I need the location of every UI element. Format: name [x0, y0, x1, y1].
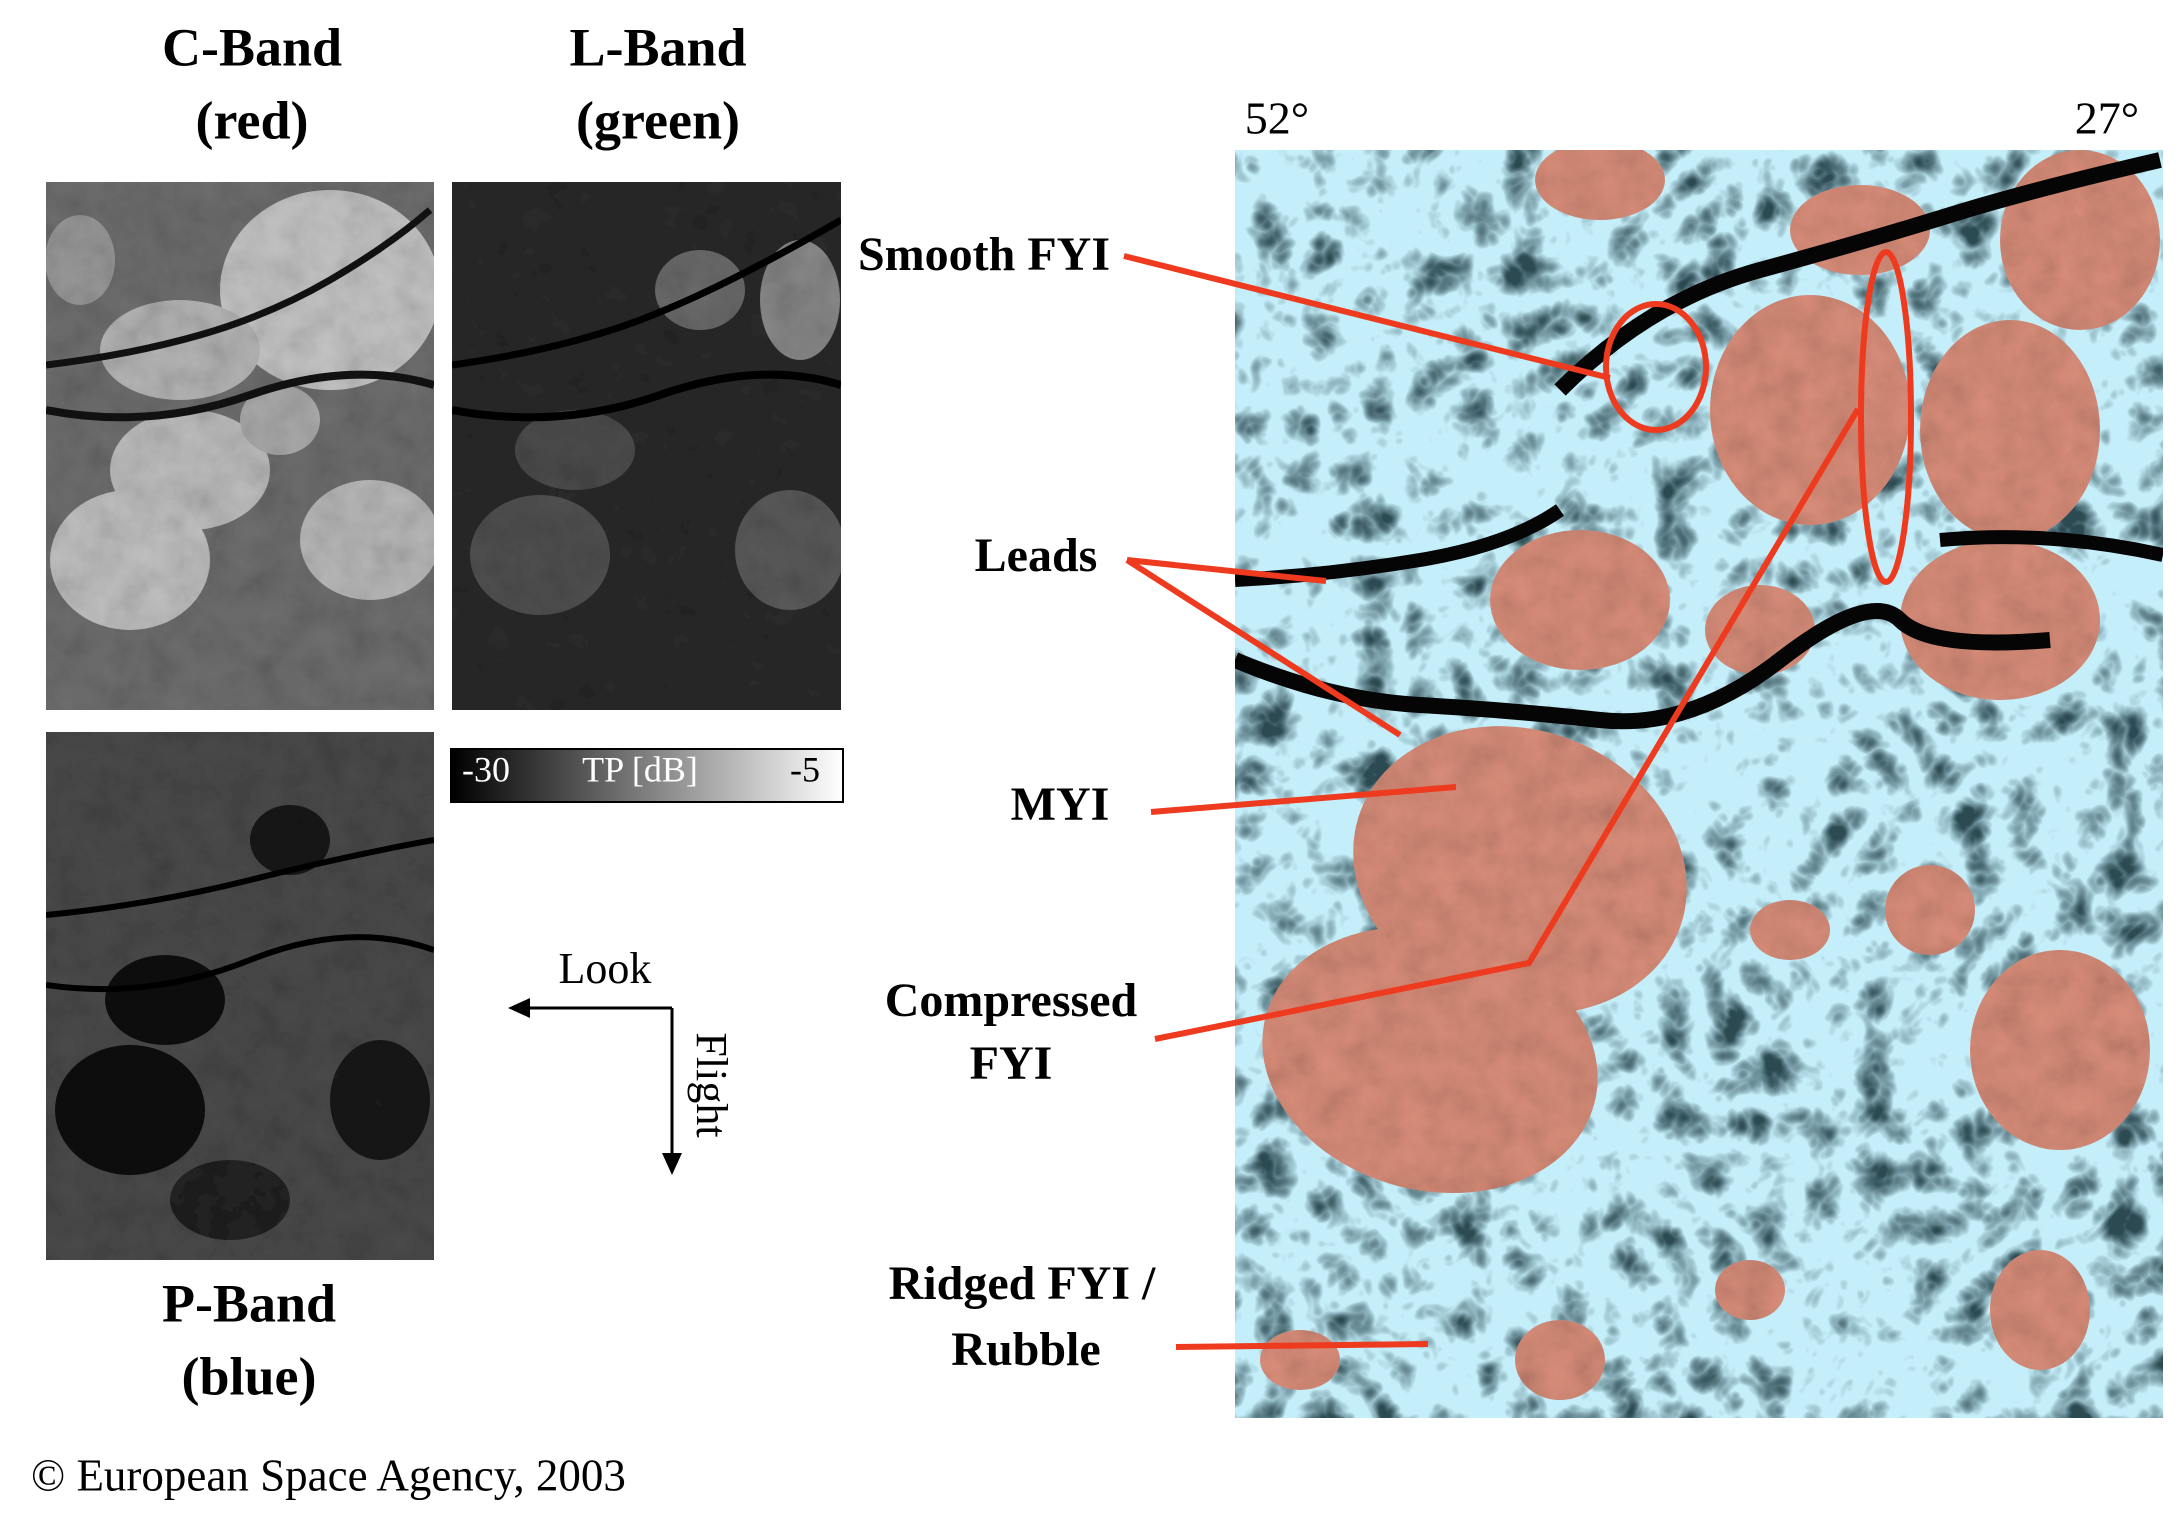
- orientation-arrows: [508, 998, 682, 1175]
- colorbar-min: -30: [462, 749, 510, 789]
- c-band-image: [46, 182, 434, 710]
- p-band-image: [46, 732, 434, 1260]
- panel-subtitle: (red): [196, 90, 309, 150]
- angle-label: 52°: [1245, 93, 1309, 144]
- panel-subtitle: (blue): [182, 1346, 317, 1406]
- panel-title: P-Band: [162, 1273, 336, 1333]
- annotation-label: Rubble: [951, 1323, 1100, 1376]
- annotation-label: MYI: [1011, 778, 1110, 831]
- l-band-image: [452, 182, 841, 710]
- colorbar-max: -5: [790, 749, 820, 789]
- annotation-lines: [1123, 249, 1914, 1350]
- copyright: © European Space Agency, 2003: [31, 1450, 626, 1500]
- annotation-label: Leads: [975, 529, 1098, 582]
- annotation-label: Ridged FYI /: [889, 1257, 1156, 1310]
- colorbar: [450, 748, 844, 803]
- look-label: Look: [559, 944, 652, 993]
- flight-label: Flight: [687, 1032, 736, 1137]
- colorbar-label: TP [dB]: [582, 749, 698, 789]
- annotation-label: Smooth FYI: [858, 228, 1110, 281]
- panel-title: C-Band: [162, 17, 342, 77]
- annotation-label: Compressed: [885, 974, 1138, 1027]
- panel-subtitle: (green): [576, 90, 740, 150]
- annotation-label: FYI: [970, 1037, 1053, 1090]
- angle-label: 27°: [2075, 93, 2139, 144]
- panel-title: L-Band: [569, 17, 746, 77]
